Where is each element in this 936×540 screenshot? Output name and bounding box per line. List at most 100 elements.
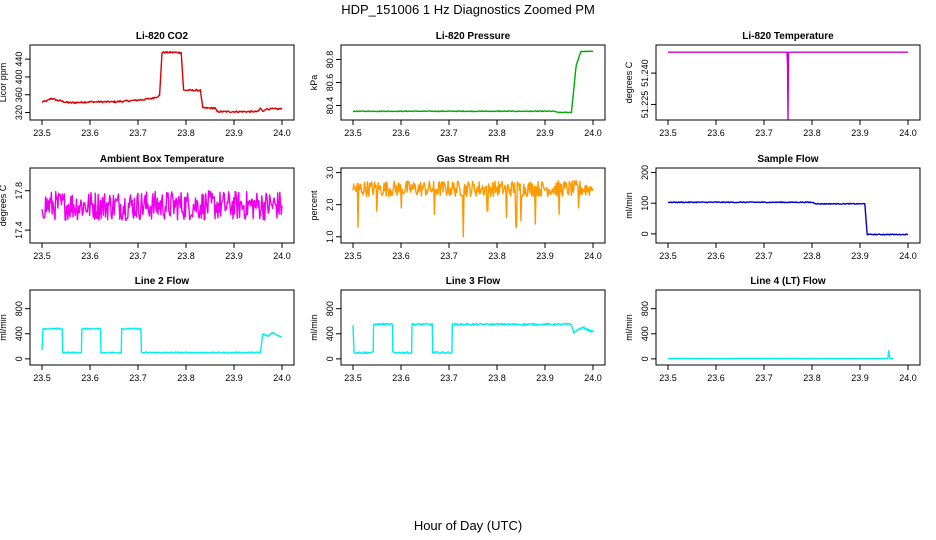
x-tick-label: 23.9 [536, 251, 554, 261]
series-line-0 [667, 201, 908, 236]
x-tick-label: 24.0 [273, 373, 291, 383]
plot-frame [340, 167, 606, 244]
y-axis-label: percent [309, 190, 319, 221]
y-axis-label: ml/min [309, 314, 319, 341]
x-tick-label: 23.7 [129, 373, 147, 383]
y-tick-label: 51.240 [640, 59, 650, 87]
x-tick-label: 23.9 [225, 251, 243, 261]
x-tick-label: 23.9 [851, 373, 869, 383]
series-line-0 [41, 190, 283, 221]
x-tick-label: 24.0 [273, 251, 291, 261]
x-tick-label: 23.8 [488, 251, 506, 261]
y-tick-label: 2.0 [325, 198, 335, 211]
x-tick-label: 23.8 [488, 373, 506, 383]
panel-1: Li-820 Pressure kPa 23.5 23.6 23.7 23.8 23.9 24… [309, 31, 606, 138]
series-line-0 [41, 50, 283, 114]
series-line-0 [668, 51, 908, 120]
y-axis-label: ml/min [624, 192, 634, 219]
x-tick-label: 23.9 [225, 373, 243, 383]
y-axis-label: Licor ppm [0, 63, 8, 103]
x-tick-label: 23.8 [488, 128, 506, 138]
panel-title: Ambient Box Temperature [100, 154, 225, 165]
x-tick-label: 23.9 [851, 128, 869, 138]
y-tick-label: 200 [640, 165, 650, 180]
x-tick-label: 23.8 [803, 128, 821, 138]
y-tick-label: 17.8 [14, 182, 24, 200]
x-tick-label: 24.0 [584, 373, 602, 383]
y-tick-label: 80.4 [325, 97, 335, 115]
y-axis-label: degrees C [0, 184, 8, 226]
x-tick-label: 23.5 [659, 251, 677, 261]
x-tick-label: 24.0 [899, 251, 917, 261]
panel-6: Line 2 Flow ml/min 23.5 23.6 23.7 23.8 23.9 24.… [0, 276, 295, 383]
x-tick-label: 23.5 [659, 373, 677, 383]
panel-title: Gas Stream RH [437, 154, 510, 165]
y-tick-label: 440 [14, 52, 24, 67]
x-tick-label: 23.9 [225, 128, 243, 138]
x-axis-title: Hour of Day (UTC) [413, 518, 523, 533]
x-tick-label: 24.0 [899, 128, 917, 138]
y-tick-label: 400 [325, 326, 335, 341]
y-tick-label: 0 [640, 231, 650, 236]
y-axis-label: degrees C [624, 61, 634, 103]
plot-frame [655, 44, 921, 121]
x-tick-label: 23.7 [755, 251, 773, 261]
x-tick-label: 23.6 [707, 373, 725, 383]
x-tick-label: 23.5 [659, 128, 677, 138]
panel-title: Li-820 Temperature [742, 31, 834, 42]
y-axis-label: ml/min [0, 314, 8, 341]
x-tick-label: 24.0 [273, 128, 291, 138]
x-tick-label: 23.8 [803, 373, 821, 383]
panel-8: Line 4 (LT) Flow ml/min 23.5 23.6 23.7 23.8 23… [624, 276, 921, 383]
x-tick-label: 23.7 [440, 128, 458, 138]
plot-frame [340, 44, 606, 121]
x-tick-label: 23.6 [707, 251, 725, 261]
x-tick-label: 23.5 [33, 128, 51, 138]
plot-frame [340, 289, 606, 366]
x-tick-label: 23.7 [440, 251, 458, 261]
x-tick-label: 23.7 [129, 128, 147, 138]
y-tick-label: 3.0 [325, 166, 335, 179]
x-tick-label: 23.6 [707, 128, 725, 138]
y-tick-label: 80.8 [325, 51, 335, 69]
y-tick-label: 100 [640, 196, 650, 211]
series-line-0 [352, 50, 594, 114]
x-tick-label: 23.5 [33, 251, 51, 261]
panel-4: Gas Stream RH percent 23.5 23.6 23.7 23.8 23.9… [309, 154, 606, 261]
y-axis-label: ml/min [624, 314, 634, 341]
x-tick-label: 23.6 [392, 251, 410, 261]
x-tick-label: 23.6 [81, 251, 99, 261]
y-tick-label: 400 [640, 326, 650, 341]
x-tick-label: 23.9 [536, 128, 554, 138]
x-tick-label: 23.6 [81, 373, 99, 383]
series-line-0 [352, 322, 594, 355]
x-tick-label: 23.6 [392, 373, 410, 383]
series-line-0 [667, 350, 894, 360]
panel-2: Li-820 Temperature degrees C 23.5 23.6 23.7 2… [624, 31, 921, 138]
y-tick-label: 800 [325, 301, 335, 316]
x-tick-label: 23.5 [344, 251, 362, 261]
y-axis-label: kPa [309, 75, 319, 91]
y-tick-label: 360 [14, 87, 24, 102]
y-tick-label: 51.225 [640, 91, 650, 119]
y-tick-label: 0 [14, 356, 24, 361]
x-tick-label: 23.7 [755, 373, 773, 383]
panel-title: Sample Flow [757, 154, 818, 165]
x-tick-label: 23.8 [177, 128, 195, 138]
panel-3: Ambient Box Temperature degrees C 23.5 23.6… [0, 154, 295, 261]
x-tick-label: 23.7 [129, 251, 147, 261]
panel-7: Line 3 Flow ml/min 23.5 23.6 23.7 23.8 23.9 24.… [309, 276, 606, 383]
plot-frame [655, 289, 921, 366]
x-tick-label: 24.0 [584, 128, 602, 138]
y-tick-label: 17.4 [14, 221, 24, 239]
x-tick-label: 23.5 [344, 128, 362, 138]
x-tick-label: 23.9 [536, 373, 554, 383]
panel-title: Li-820 CO2 [136, 31, 189, 42]
panel-5: Sample Flow ml/min 23.5 23.6 23.7 23.8 23.9 24.… [624, 154, 921, 261]
plot-frame [29, 44, 295, 121]
x-tick-label: 23.5 [33, 373, 51, 383]
y-tick-label: 400 [14, 326, 24, 341]
panel-title: Line 2 Flow [135, 276, 190, 287]
y-tick-label: 0 [325, 356, 335, 361]
